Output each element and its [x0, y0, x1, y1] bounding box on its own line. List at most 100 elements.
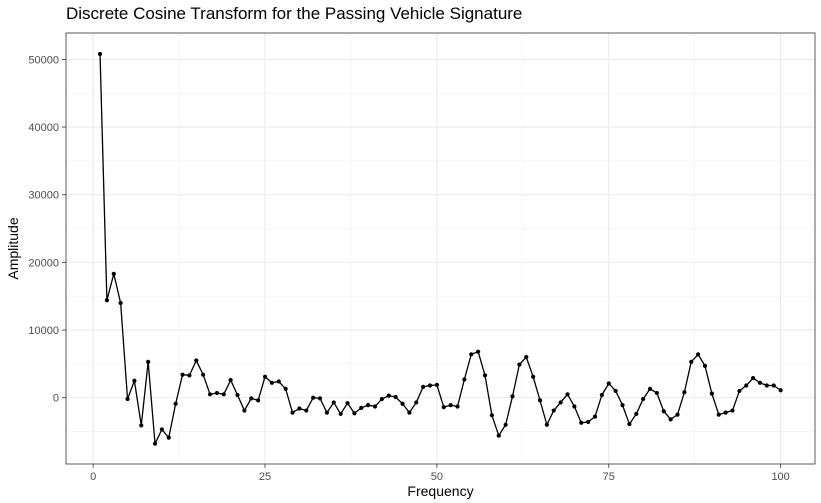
data-point: [558, 400, 563, 405]
data-point: [544, 422, 549, 427]
data-point: [393, 394, 398, 400]
minor-gridlines: [66, 33, 815, 464]
data-point: [503, 422, 508, 427]
data-point: [146, 359, 151, 364]
y-tick-label: 40000: [28, 122, 59, 134]
data-point: [764, 383, 769, 388]
data-point: [572, 404, 577, 409]
y-tick-label: 0: [53, 393, 59, 405]
data-point: [132, 378, 137, 383]
data-point: [379, 396, 384, 402]
data-point: [235, 392, 240, 398]
data-point: [696, 352, 701, 357]
data-point: [517, 362, 522, 367]
data-point: [276, 379, 281, 384]
data-point: [366, 403, 371, 408]
data-point: [414, 400, 419, 405]
data-point: [592, 414, 598, 419]
data-point: [634, 411, 639, 417]
data-point: [654, 390, 659, 396]
data-point: [269, 380, 274, 385]
x-tick-label: 75: [603, 471, 615, 483]
data-point: [104, 298, 110, 303]
data-point: [359, 405, 364, 410]
data-point: [262, 374, 268, 379]
data-point: [469, 352, 474, 357]
data-point: [675, 412, 680, 417]
data-point: [283, 386, 288, 391]
data-point: [448, 403, 453, 408]
data-point: [249, 396, 254, 401]
data-point: [256, 398, 261, 403]
data-point: [689, 359, 694, 364]
data-point: [207, 392, 213, 397]
data-point: [201, 372, 206, 377]
data-point: [744, 383, 749, 388]
data-point: [551, 408, 556, 413]
data-point: [537, 398, 543, 403]
data-point: [97, 51, 103, 57]
y-tick-label: 10000: [28, 325, 59, 337]
data-point: [524, 354, 529, 360]
data-point: [180, 372, 185, 377]
data-point: [579, 420, 584, 425]
data-point: [496, 433, 501, 438]
data-point: [661, 409, 666, 414]
data-point: [152, 441, 158, 446]
data-point: [757, 380, 763, 385]
series-layer: [97, 51, 783, 446]
data-point: [723, 410, 728, 415]
data-point: [627, 421, 632, 427]
data-point: [641, 396, 646, 402]
x-tick-label: 25: [259, 471, 271, 483]
data-point: [510, 394, 515, 399]
y-axis: 0 10000 20000 30000 40000 50000: [28, 54, 66, 405]
data-point: [345, 401, 350, 406]
data-point: [352, 411, 357, 416]
data-point: [482, 373, 488, 378]
data-point: [221, 392, 226, 397]
data-point: [372, 404, 378, 409]
data-point: [173, 401, 178, 406]
y-tick-label: 50000: [28, 54, 59, 66]
chart-title: Discrete Cosine Transform for the Passin…: [66, 4, 523, 23]
data-point: [297, 406, 302, 411]
data-point: [228, 378, 233, 383]
x-tick-label: 0: [90, 471, 96, 483]
data-point: [386, 393, 391, 398]
plot-panel-border: [65, 32, 816, 465]
data-point: [647, 386, 653, 391]
data-point: [338, 411, 343, 417]
x-axis: 0 25 50 75 100: [90, 464, 790, 483]
x-tick-label: 50: [431, 471, 443, 483]
data-point: [620, 403, 625, 408]
data-point: [778, 388, 783, 393]
data-point: [421, 384, 426, 389]
data-point: [242, 408, 247, 413]
data-point: [324, 410, 329, 415]
data-point: [682, 390, 687, 395]
data-point: [194, 358, 199, 363]
data-point: [166, 435, 171, 440]
series-line: [99, 53, 781, 445]
data-point: [159, 427, 165, 432]
data-point: [427, 383, 433, 388]
data-point: [606, 381, 611, 386]
data-point: [187, 373, 192, 378]
plot-panel-background: [66, 33, 815, 464]
data-point: [531, 374, 536, 379]
y-tick-label: 20000: [28, 257, 59, 269]
data-point: [751, 375, 756, 381]
data-point: [702, 363, 708, 368]
data-point: [125, 396, 130, 402]
data-point: [317, 396, 323, 401]
data-point: [668, 417, 673, 422]
data-point: [407, 410, 412, 415]
data-point: [737, 388, 742, 394]
y-tick-label: 30000: [28, 190, 59, 202]
data-point: [434, 382, 439, 387]
x-tick-label: 100: [771, 471, 789, 483]
data-point: [613, 388, 618, 394]
